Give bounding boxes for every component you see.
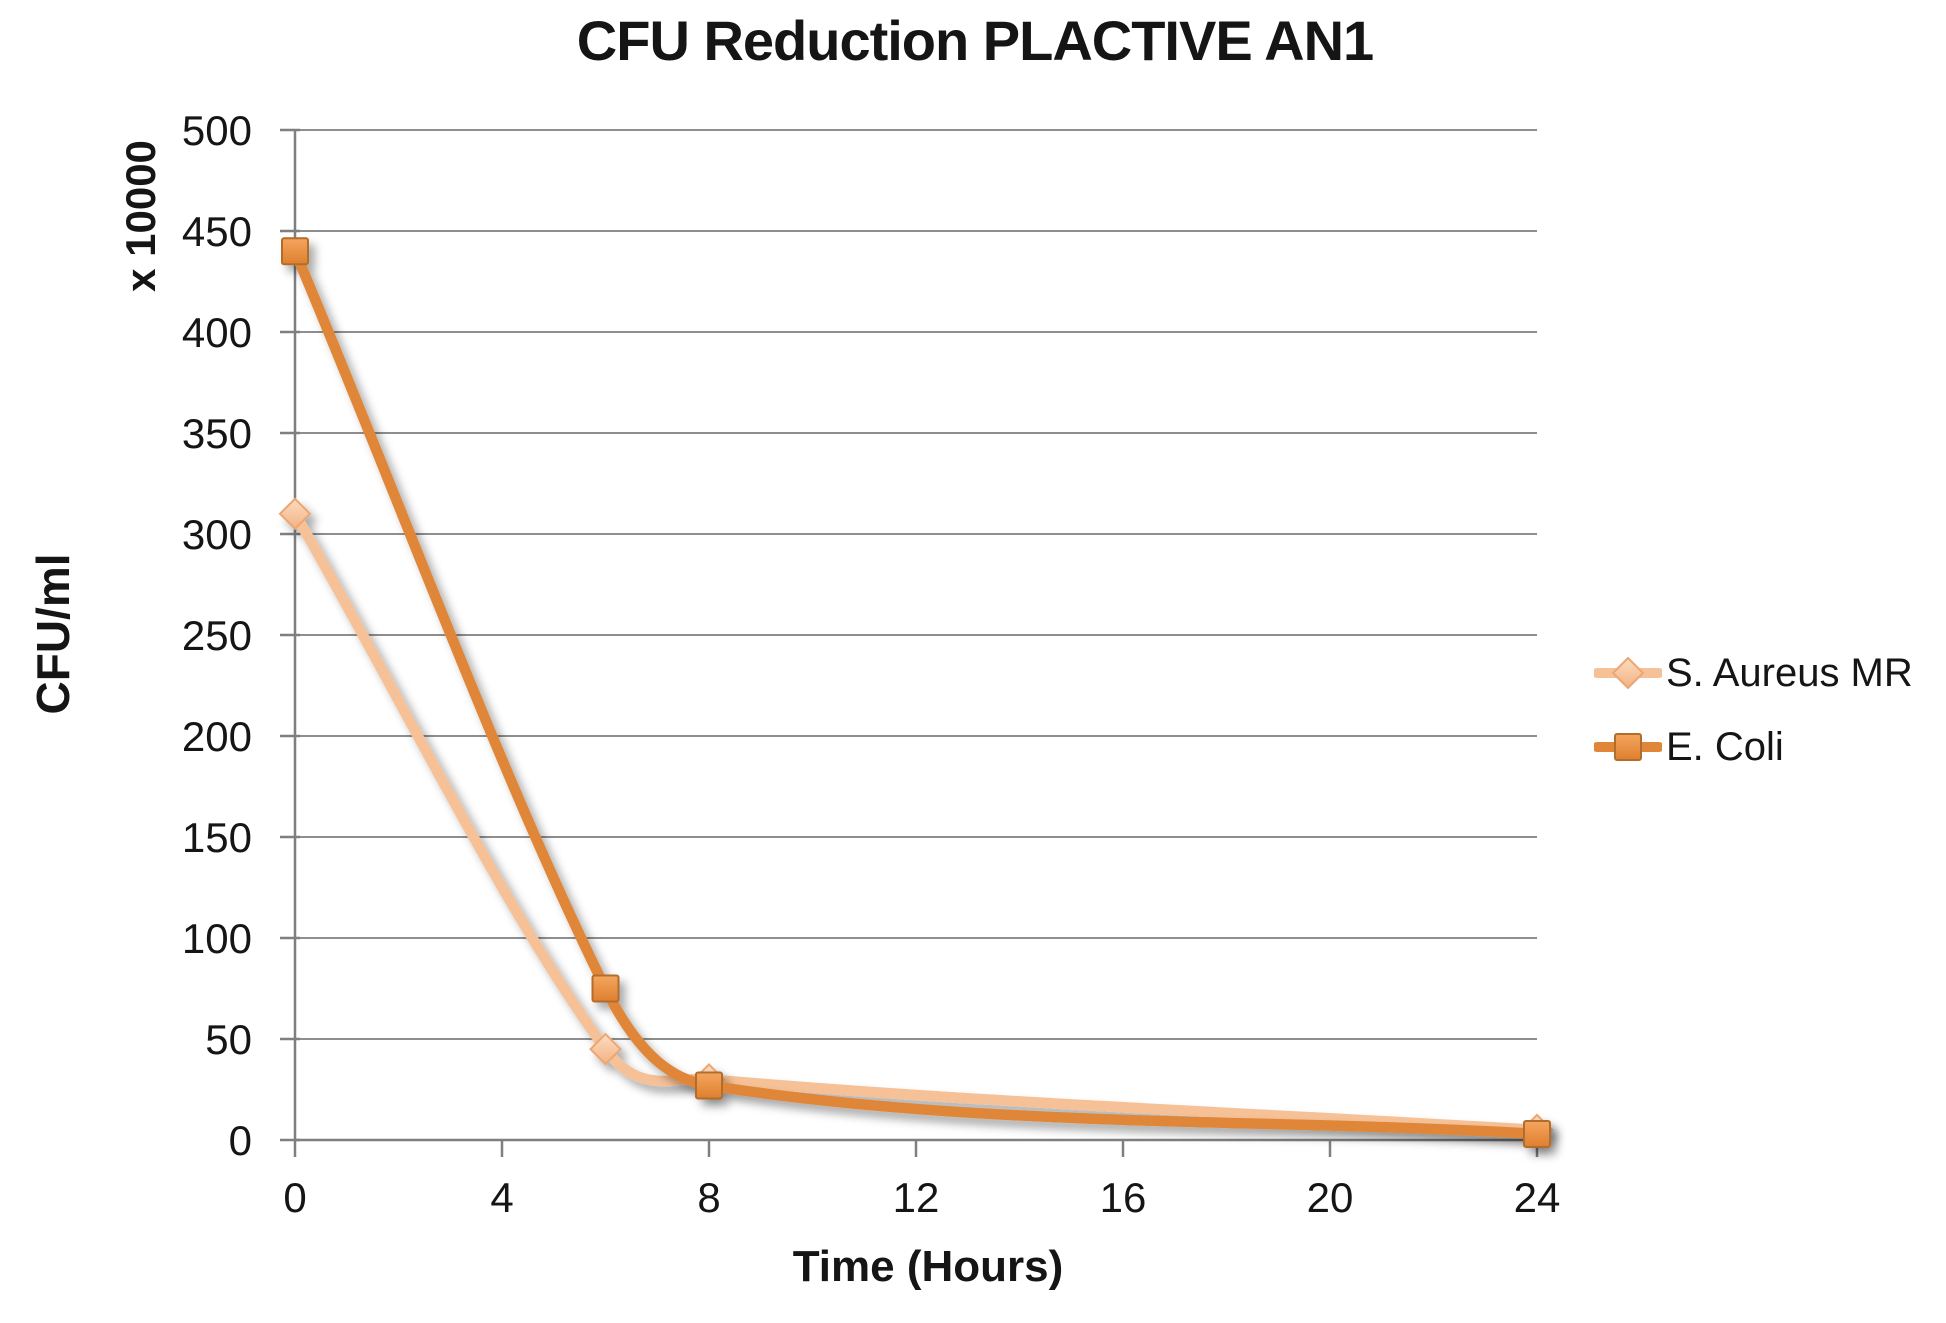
data-point-e-coli-x6 (591, 974, 620, 1003)
diamond-marker-icon (1594, 656, 1662, 690)
gridlines (295, 129, 1537, 1141)
y-tick-label-100: 100 (182, 915, 252, 962)
square-marker-icon (1594, 733, 1662, 761)
y-tick-label-450: 450 (182, 208, 252, 255)
chart-title: CFU Reduction PLACTIVE AN1 (576, 9, 1374, 72)
legend-label-s-aureus-mr: S. Aureus MR (1666, 650, 1913, 695)
x-tick-label-8: 8 (697, 1174, 720, 1221)
y-tick-label-500: 500 (182, 107, 252, 154)
x-tick-label-4: 4 (490, 1174, 513, 1221)
data-point-e-coli-x8 (695, 1071, 723, 1100)
x-tick-label-16: 16 (1100, 1174, 1147, 1221)
tick-labels: 0 50 100 150 200 250 300 350 400 450 500 0 4 8 12 16 20 2… (182, 107, 1560, 1221)
y-tick-label-350: 350 (182, 410, 252, 457)
y-tick-label-250: 250 (182, 612, 252, 659)
y-tick-label-0: 0 (229, 1117, 252, 1164)
legend-square-marker (1614, 733, 1642, 761)
data-point-e-coli-x0 (281, 237, 309, 266)
legend: S. Aureus MR E. Coli (1594, 636, 1913, 784)
data-point-e-coli-x24 (1523, 1119, 1551, 1148)
x-tick-label-20: 20 (1307, 1174, 1354, 1221)
data-point-s-aureus-mr-x6 (589, 1032, 622, 1066)
y-tick-label-50: 50 (205, 1016, 252, 1063)
y-tick-label-150: 150 (182, 814, 252, 861)
y-tick-label-200: 200 (182, 713, 252, 760)
legend-item-s-aureus-mr: S. Aureus MR (1594, 636, 1913, 710)
x-tick-label-24: 24 (1514, 1174, 1561, 1221)
axes (280, 128, 1539, 1157)
series-line-s-aureus-mr (289, 508, 1543, 1136)
legend-diamond-marker (1611, 656, 1645, 690)
y-tick-label-400: 400 (182, 309, 252, 356)
x-tick-label-12: 12 (893, 1174, 940, 1221)
legend-item-e-coli: E. Coli (1594, 710, 1913, 784)
y-tick-label-300: 300 (182, 511, 252, 558)
series-s-aureus-mr (278, 497, 1554, 1147)
series-line-e-coli (289, 245, 1543, 1140)
x-tick-label-0: 0 (283, 1174, 306, 1221)
x-axis-title: Time (Hours) (792, 1242, 1064, 1291)
legend-label-e-coli: E. Coli (1666, 724, 1784, 769)
series-e-coli (281, 237, 1551, 1148)
data-point-s-aureus-mr-x0 (278, 497, 312, 531)
